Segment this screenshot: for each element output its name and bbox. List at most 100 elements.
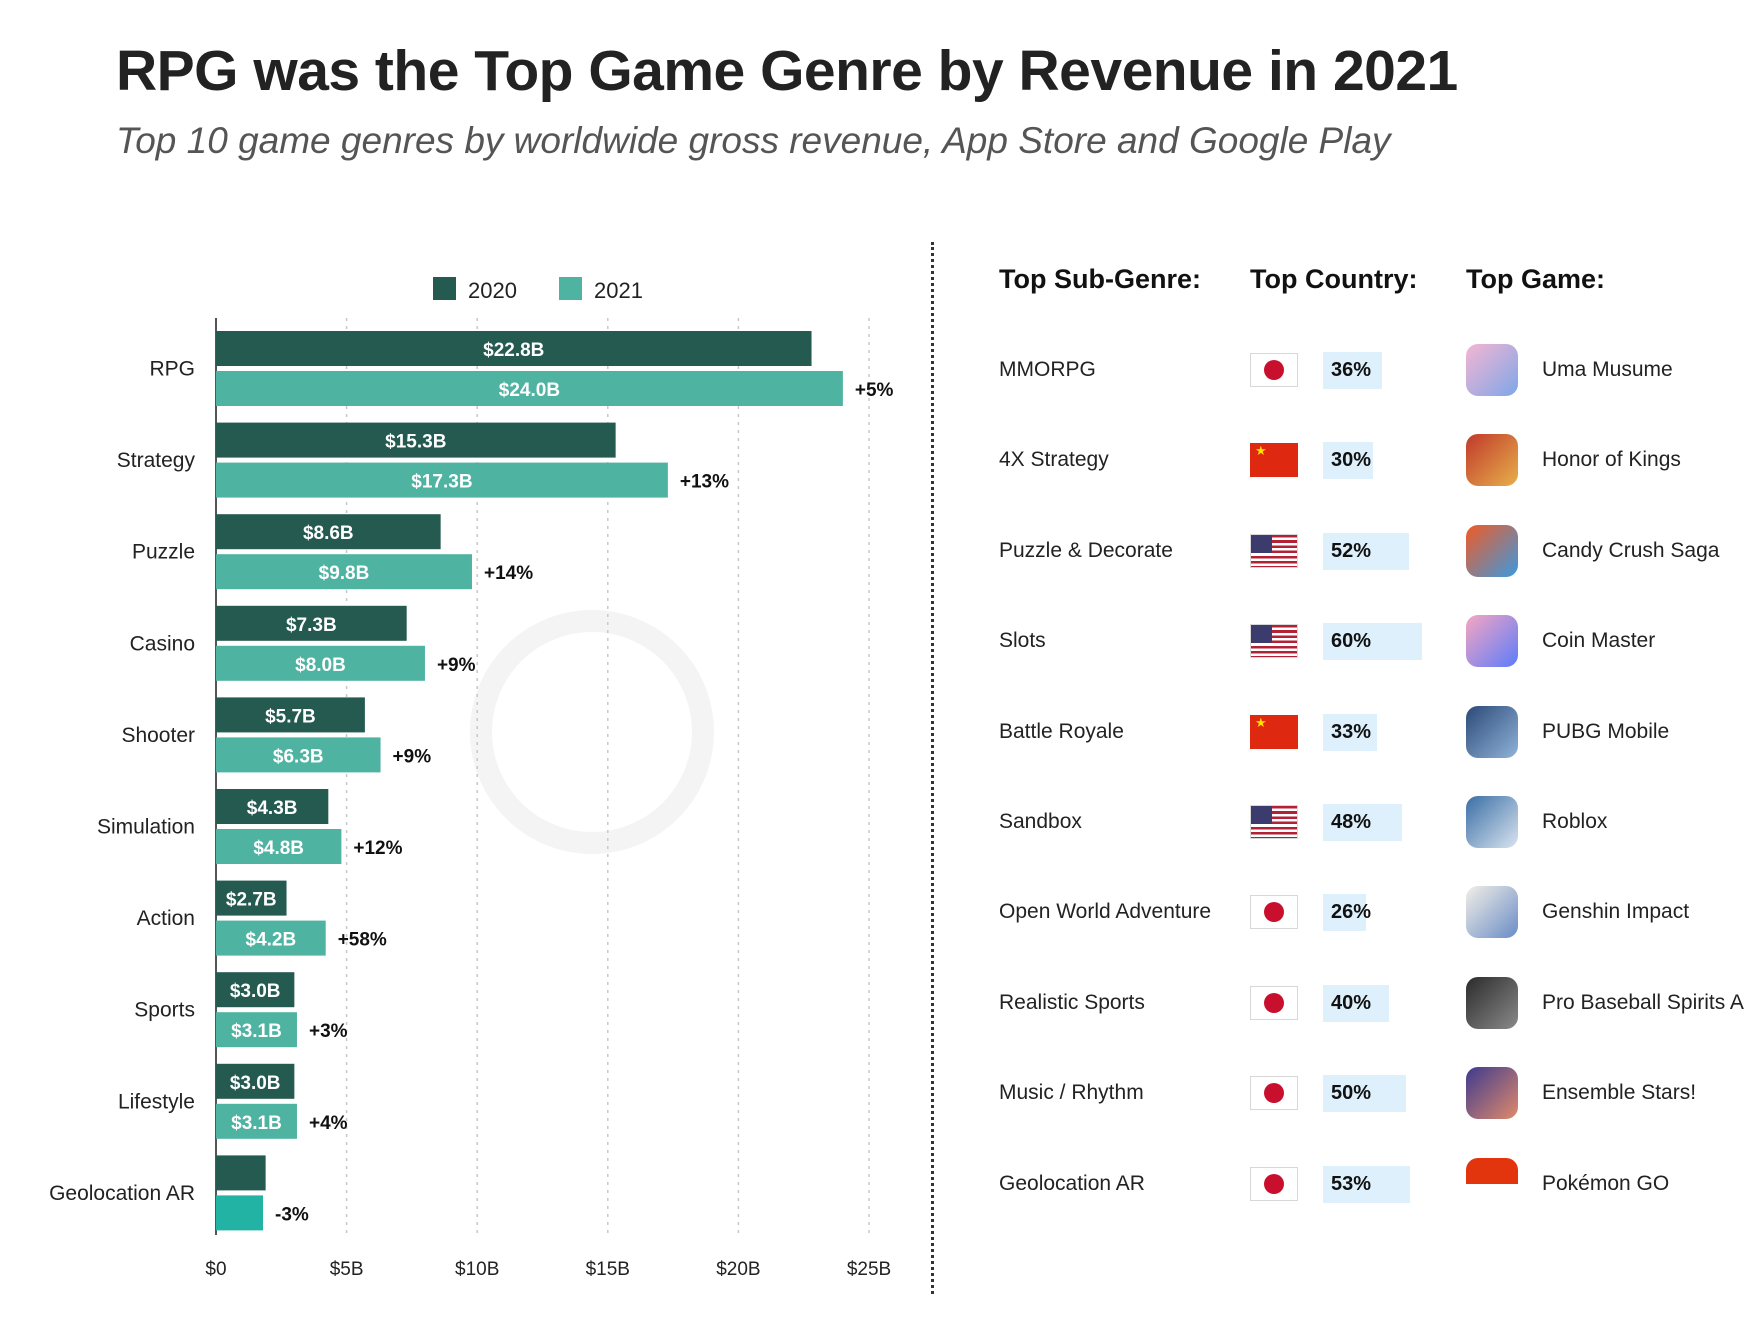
bar-value-label-2020: $3.0B xyxy=(230,981,281,1002)
country-share-bar: 33% xyxy=(1323,713,1377,751)
x-tick-label: $0 xyxy=(205,1259,226,1280)
top-game-label: Uma Musume xyxy=(1542,358,1673,381)
category-label: Lifestyle xyxy=(118,1090,195,1113)
bar-2021 xyxy=(216,645,425,681)
country-share-bar: 40% xyxy=(1323,984,1389,1022)
bar-2020 xyxy=(216,331,812,366)
bar-2020 xyxy=(216,605,407,641)
bar-2021 xyxy=(216,462,668,498)
bar-value-label-2021: $4.8B xyxy=(253,838,304,859)
table-row: Slots 60% Coin Master xyxy=(990,606,1750,676)
table-row: MMORPG 36% Uma Musume xyxy=(990,335,1750,405)
japan-flag-icon xyxy=(1250,1166,1298,1201)
category-label: Action xyxy=(137,907,195,930)
table-row: Sandbox 48% Roblox xyxy=(990,787,1750,857)
bar-value-label-2021: $3.1B xyxy=(231,1113,282,1134)
usa-flag-icon xyxy=(1250,533,1298,568)
bar-value-label-2021: $8.0B xyxy=(295,655,346,676)
top-game-label: Pro Baseball Spirits A xyxy=(1542,990,1744,1014)
bar-2021 xyxy=(216,1103,297,1139)
table-row: 4X Strategy 30% Honor of Kings xyxy=(990,425,1750,495)
legend-label-2021: 2021 xyxy=(594,278,643,303)
category-label: RPG xyxy=(149,358,195,381)
top-game-label: Coin Master xyxy=(1542,629,1656,653)
japan-flag-icon xyxy=(1250,985,1298,1020)
bar-2021 xyxy=(216,920,326,956)
growth-label: -3% xyxy=(275,1204,309,1225)
category-label: Casino xyxy=(130,632,195,655)
usa-flag-icon xyxy=(1250,805,1298,839)
candy-crush-saga-icon xyxy=(1466,524,1518,577)
bar-2021 xyxy=(216,1012,297,1048)
growth-label: +9% xyxy=(437,655,476,676)
table-row: Realistic Sports 40% Pro Baseball Spirits … xyxy=(990,968,1750,1038)
top-game-label: Genshin Impact xyxy=(1542,900,1690,924)
bar-2020 xyxy=(216,880,287,916)
bar-value-label-2020: $2.7B xyxy=(226,890,277,911)
revenue-bar-chart: $0 $5B $10B $15B $20B $25B 2020 2021 RPG $22.8B $2… xyxy=(49,277,894,1280)
bar-2020 xyxy=(216,422,616,458)
sub-genre-label: Geolocation AR xyxy=(999,1171,1145,1195)
bar-value-label-2020: $7.3B xyxy=(286,615,337,636)
section-divider xyxy=(931,242,934,1294)
honor-of-kings-icon xyxy=(1466,434,1518,487)
header-sub-genre: Top Sub-Genre: xyxy=(999,264,1201,294)
bar-value-label-2021: $24.0B xyxy=(499,380,560,401)
country-share-bar: 48% xyxy=(1323,804,1402,841)
top-game-label: Pokémon GO xyxy=(1542,1171,1670,1195)
header-game: Top Game: xyxy=(1466,264,1606,294)
bar-2021 xyxy=(216,1195,264,1231)
japan-flag-icon xyxy=(1250,353,1298,387)
sub-genre-label: Battle Royale xyxy=(999,719,1124,743)
chart-subtitle: Top 10 game genres by worldwide gross re… xyxy=(116,120,1391,161)
country-share-bar: 30% xyxy=(1323,442,1373,480)
bar-2021 xyxy=(216,371,843,406)
bar-2020 xyxy=(216,697,365,733)
category-label: Simulation xyxy=(97,816,195,839)
bar-value-label-2020: $22.8B xyxy=(483,340,544,361)
bar-2020 xyxy=(216,1063,295,1099)
sub-genre-label: 4X Strategy xyxy=(999,448,1109,472)
top-game-label: Roblox xyxy=(1542,810,1608,833)
country-share-bar: 50% xyxy=(1323,1075,1406,1113)
sub-genre-label: MMORPG xyxy=(999,358,1096,381)
top-game-label: Honor of Kings xyxy=(1542,448,1681,472)
bar-2021 xyxy=(216,829,342,864)
bar-2020 xyxy=(216,789,329,824)
sub-genre-label: Sandbox xyxy=(999,810,1082,833)
pokemon-go-icon xyxy=(1466,1157,1518,1210)
country-share-bar: 52% xyxy=(1323,532,1409,570)
bar-2021 xyxy=(216,737,381,773)
uma-musume-icon xyxy=(1466,344,1518,396)
category-label: Puzzle xyxy=(132,541,195,564)
chart-title: RPG was the Top Game Genre by Revenue in… xyxy=(116,39,1458,103)
sub-genre-label: Open World Adventure xyxy=(999,900,1212,924)
category-label: Geolocation AR xyxy=(49,1182,195,1205)
bar-value-label-2021: $9.8B xyxy=(319,563,370,584)
bar-2020 xyxy=(216,1155,266,1191)
sub-genre-label: Slots xyxy=(999,629,1046,653)
legend-swatch-2020 xyxy=(433,277,456,300)
header-country: Top Country: xyxy=(1250,264,1418,294)
top-game-label: Ensemble Stars! xyxy=(1542,1081,1697,1105)
top-game-label: PUBG Mobile xyxy=(1542,719,1670,743)
growth-label: +13% xyxy=(680,472,729,493)
bar-2020 xyxy=(216,514,441,550)
bar-value-label-2021: $17.3B xyxy=(411,472,472,493)
bar-2020 xyxy=(216,972,295,1008)
x-tick-label: $5B xyxy=(330,1259,364,1280)
coin-master-icon xyxy=(1466,615,1518,668)
legend-label-2020: 2020 xyxy=(468,278,517,303)
bar-2021 xyxy=(216,554,472,590)
top-game-label: Candy Crush Saga xyxy=(1542,538,1720,562)
usa-flag-icon xyxy=(1250,624,1298,659)
growth-label: +14% xyxy=(484,563,533,584)
growth-label: +58% xyxy=(338,930,387,951)
bar-value-label-2021: $6.3B xyxy=(273,746,324,767)
x-tick-label: $20B xyxy=(716,1259,760,1280)
growth-label: +12% xyxy=(353,838,402,859)
x-tick-label: $10B xyxy=(455,1259,499,1280)
bar-value-label-2020: $8.6B xyxy=(303,523,354,544)
china-flag-icon xyxy=(1250,714,1298,749)
table-row: Puzzle & Decorate 52% Candy Crush Saga xyxy=(990,516,1750,586)
